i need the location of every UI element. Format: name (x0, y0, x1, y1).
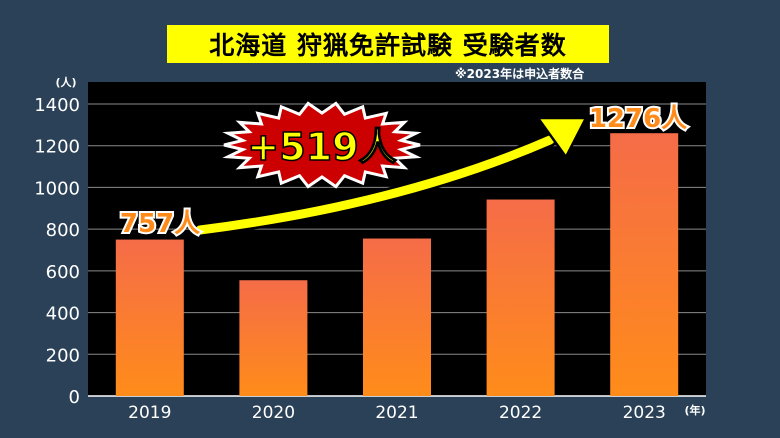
x-tick-label: 2021 (375, 403, 418, 423)
growth-arrow (193, 116, 589, 237)
bar-2023 (610, 133, 679, 396)
x-tick-label: 2022 (499, 403, 542, 423)
x-tick-label: 2019 (128, 403, 171, 423)
chart-note: ※2023年は申込者数合 (455, 67, 585, 81)
bar-2020 (239, 280, 308, 396)
y-tick-label: 0 (69, 387, 80, 408)
x-tick-label: 2023 (623, 403, 666, 423)
y-axis-ticks: 0 200 400 600 800 1000 1200 1400 (34, 95, 80, 408)
bar-2022 (486, 199, 555, 396)
increase-label: +519人 (247, 125, 396, 169)
y-tick-label: 600 (46, 262, 80, 283)
x-tick-label: 2020 (252, 403, 295, 423)
y-tick-label: 400 (46, 304, 80, 325)
y-axis-label: (人) (55, 75, 76, 89)
bar-2019 (115, 239, 184, 396)
y-tick-label: 1200 (34, 137, 80, 158)
y-tick-label: 200 (46, 345, 80, 366)
x-axis-ticks: 2019 2020 2021 2022 2023 (128, 403, 666, 423)
y-tick-label: 1400 (34, 95, 80, 116)
start-value-label: 757人 (120, 209, 200, 239)
chart-title: 北海道 狩猟免許試験 受験者数 (167, 25, 609, 63)
x-axis-label: (年) (684, 403, 705, 417)
y-tick-label: 1000 (34, 178, 80, 199)
increase-burst (222, 101, 422, 189)
y-tick-label: 800 (46, 220, 80, 241)
end-value-label: 1276人 (589, 104, 687, 134)
bars (115, 133, 679, 396)
bar-2021 (363, 238, 431, 396)
